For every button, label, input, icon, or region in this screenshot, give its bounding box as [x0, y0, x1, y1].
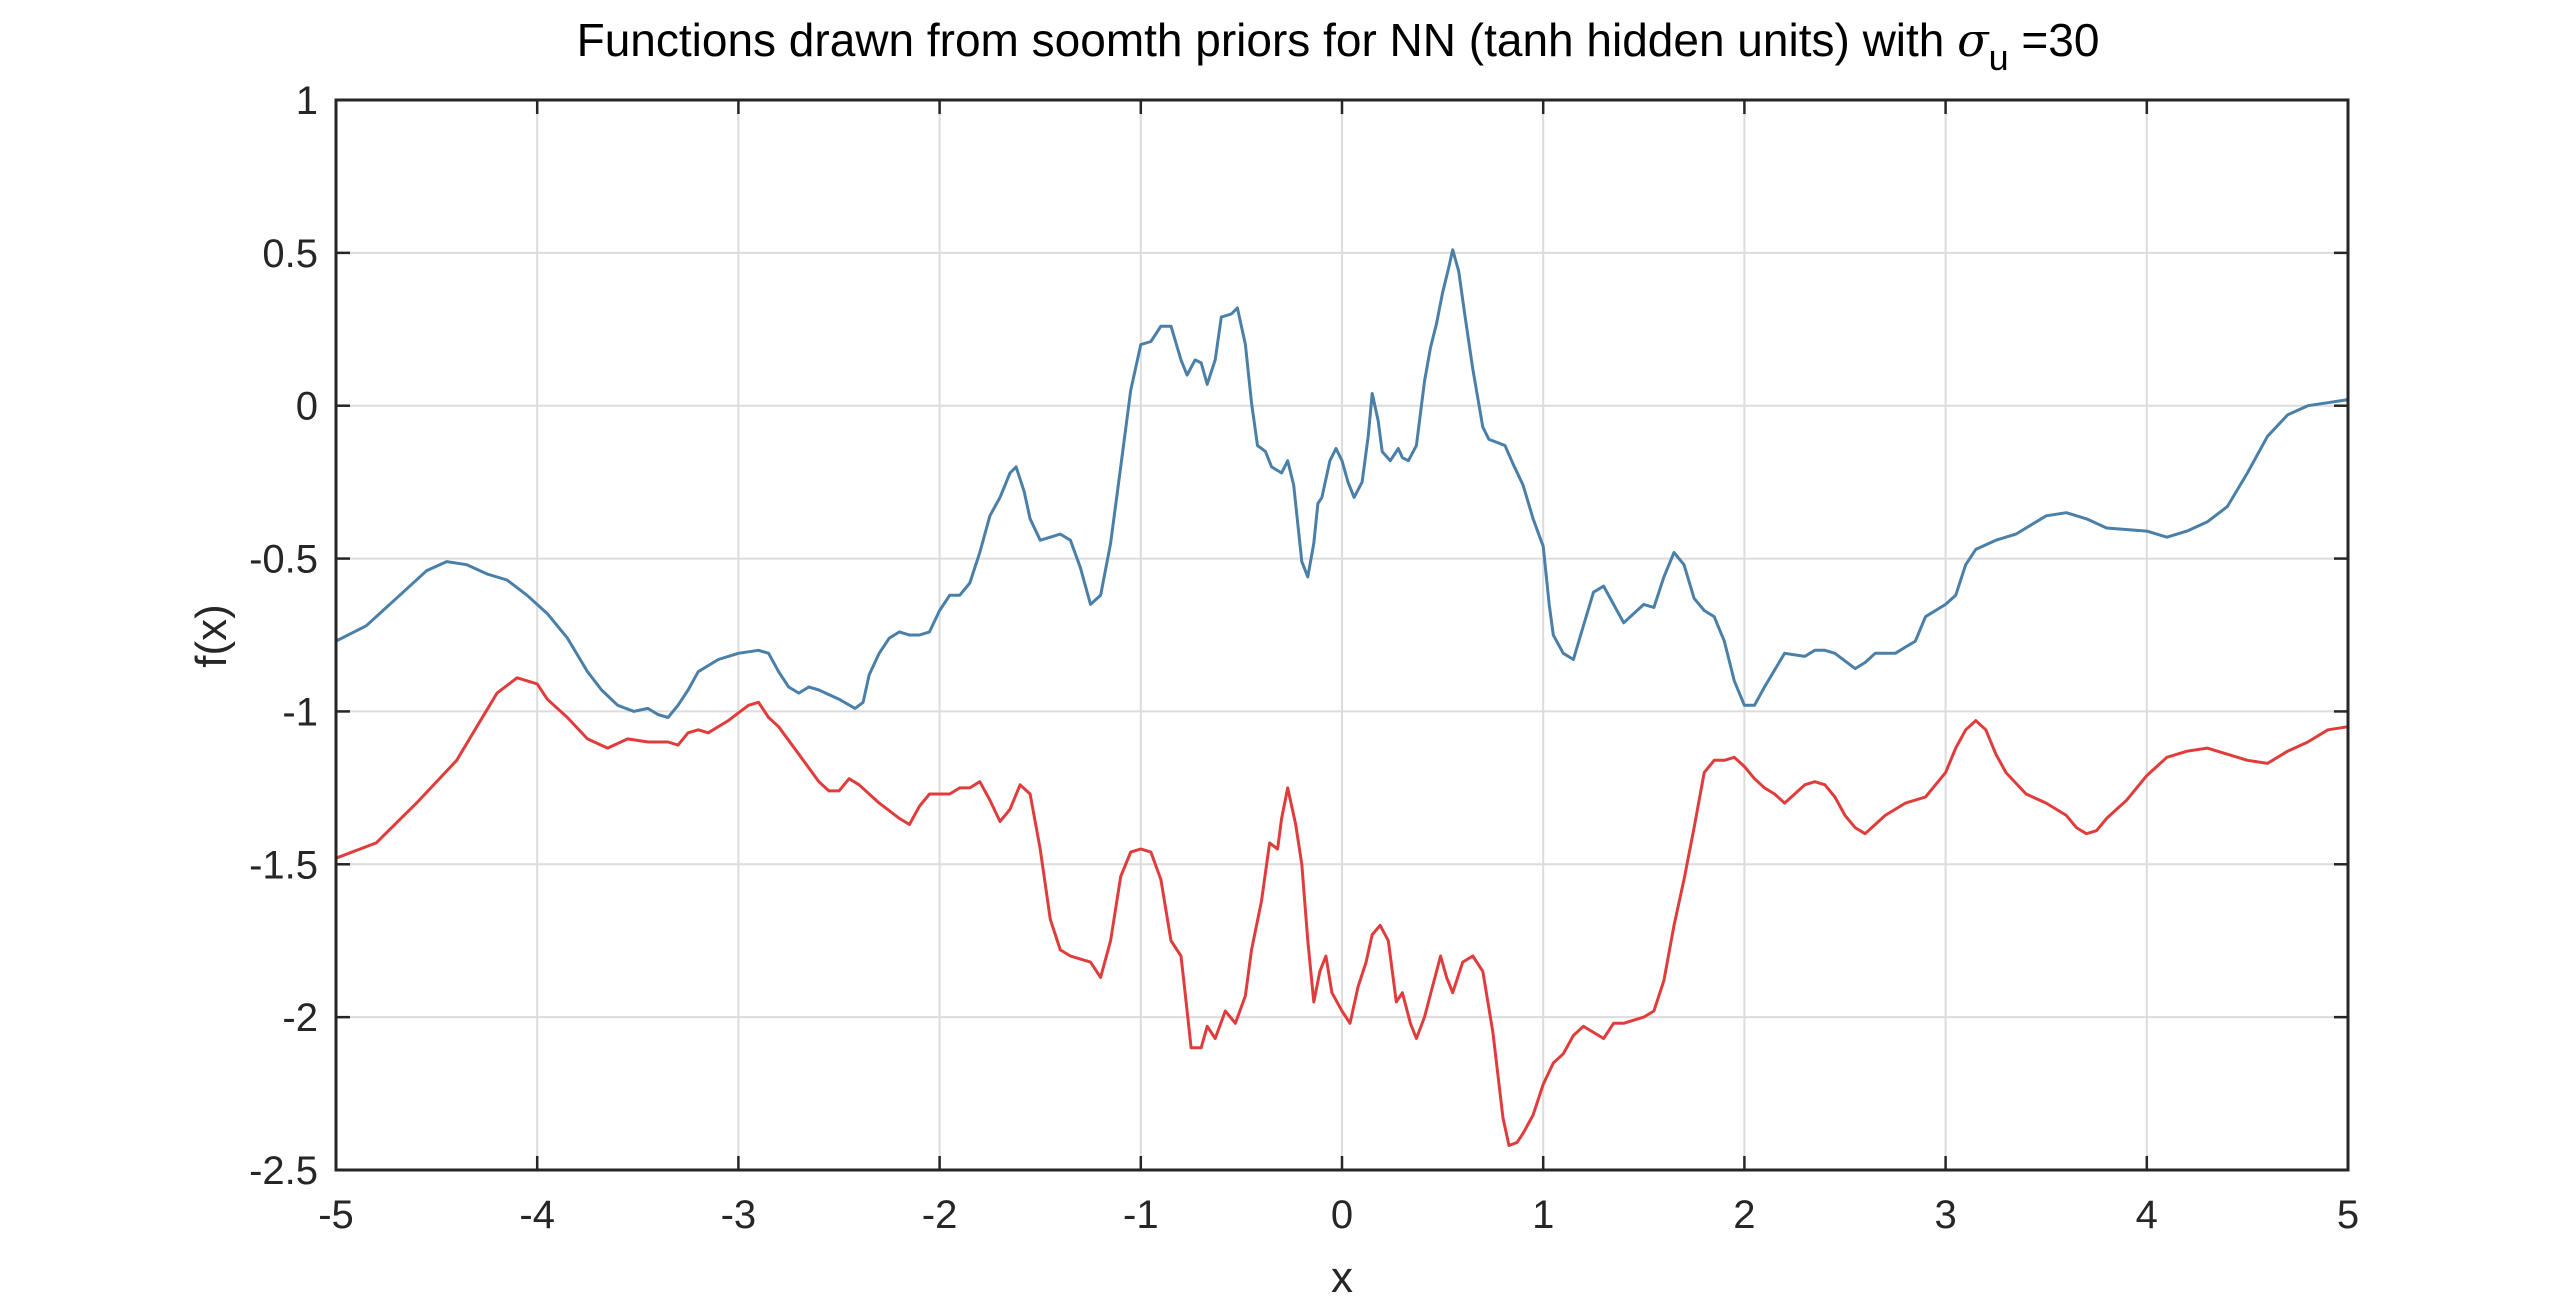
chart-title-prefix: Functions drawn from soomth priors for N…: [577, 14, 1958, 66]
chart-title-subscript: u: [1989, 37, 2009, 78]
y-tick-label: -2: [282, 996, 318, 1040]
x-tick-label: 3: [1934, 1193, 1956, 1237]
series-line-1: [334, 248, 2350, 719]
plot-frame: [334, 98, 2350, 1172]
x-tick-label: -5: [318, 1193, 354, 1237]
x-tick-label: 1: [1532, 1193, 1554, 1237]
y-tick-label: 1: [296, 79, 318, 123]
y-tick-label: 0.5: [262, 232, 318, 276]
x-tick-label: -3: [721, 1193, 757, 1237]
y-tick-label: 0: [296, 385, 318, 429]
series-line-2: [334, 676, 2350, 1147]
x-tick-labels: -5 -4 -3 -2 -1 0 1 2 3 4 5: [318, 1193, 2359, 1237]
chart-title: Functions drawn from soomth priors for N…: [577, 13, 2100, 78]
x-axis-label: x: [1331, 1253, 1353, 1297]
y-tick-label: -0.5: [249, 538, 318, 582]
series-group: [334, 248, 2350, 1147]
y-axis-label: f(x): [187, 604, 236, 668]
x-tick-label: -4: [519, 1193, 555, 1237]
chart-title-suffix: =30: [2009, 14, 2100, 66]
y-tick-labels: 1 0.5 0 -0.5 -1 -1.5 -2 -2.5: [249, 79, 318, 1193]
x-tick-label: 0: [1331, 1193, 1353, 1237]
sigma-symbol: σ: [1957, 13, 1990, 67]
x-tick-label: -2: [922, 1193, 958, 1237]
y-tick-label: -2.5: [249, 1149, 318, 1193]
x-tick-label: 5: [2337, 1193, 2359, 1237]
y-tick-label: -1: [282, 690, 318, 734]
x-tick-label: 2: [1733, 1193, 1755, 1237]
x-tick-label: 4: [2136, 1193, 2158, 1237]
y-tick-label: -1.5: [249, 843, 318, 887]
x-tick-label: -1: [1123, 1193, 1159, 1237]
